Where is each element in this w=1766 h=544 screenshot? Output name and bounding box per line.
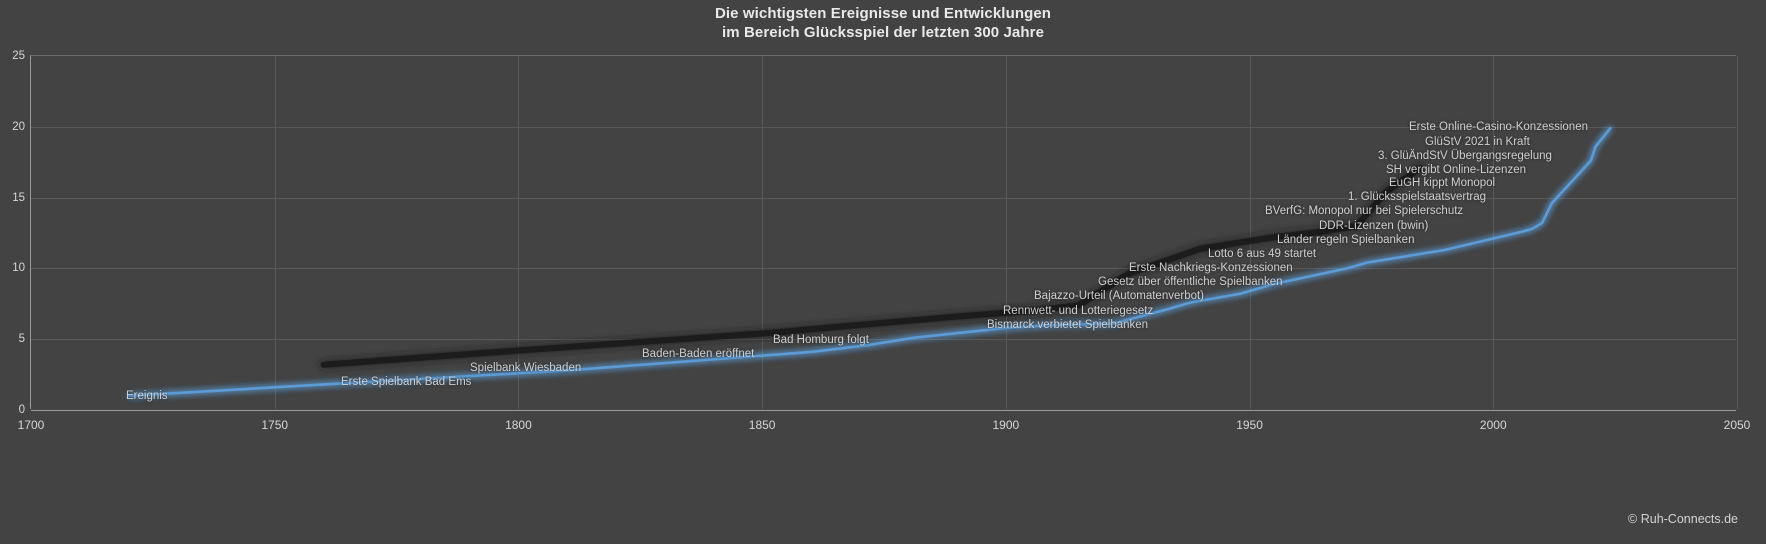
x-tick-label: 2050 [1723, 418, 1751, 432]
gridline-horizontal [31, 197, 1736, 199]
gridline-vertical [1737, 56, 1738, 409]
gridline-vertical [1005, 56, 1007, 409]
series-line-ereignis [127, 126, 1612, 398]
x-tick-label: 1700 [17, 418, 45, 432]
gridline-vertical [1249, 56, 1251, 409]
gridline-horizontal [31, 410, 1736, 411]
gridline-horizontal [31, 339, 1736, 341]
y-tick-label: 25 [12, 50, 25, 62]
y-tick-label: 15 [12, 191, 25, 204]
y-tick-label: 10 [12, 262, 25, 275]
x-tick-label: 1950 [1236, 418, 1263, 432]
x-tick-label: 1900 [992, 418, 1020, 432]
gridline-horizontal [31, 268, 1736, 270]
chart-title-line-1: Die wichtigsten Ereignisse und Entwicklu… [714, 5, 1052, 22]
y-tick-label: 20 [12, 120, 25, 133]
x-tick-label: 1800 [505, 418, 532, 432]
chart-title: Die wichtigsten Ereignisse und Entwicklu… [0, 4, 1766, 42]
y-tick-label: 5 [18, 333, 25, 346]
y-tick-label: 0 [18, 404, 25, 416]
series-lines [127, 126, 1612, 398]
gridline-horizontal [31, 126, 1736, 128]
x-tick-label: 1850 [748, 418, 776, 432]
copyright-credit: © Ruh-Connects.de [1628, 512, 1738, 526]
gridline-vertical [762, 56, 764, 409]
gridline-vertical [274, 56, 276, 409]
plot-area: 0 5 10 15 20 25 1700 1750 1800 1850 1900 1950 2000 2… [12, 50, 1750, 432]
x-tick-label: 2000 [1479, 418, 1507, 432]
gridline-vertical [1493, 56, 1495, 409]
x-tick-label: 1750 [261, 418, 289, 432]
series-line-entwicklung [320, 164, 1424, 368]
gridline-vertical [518, 56, 520, 409]
chart-title-line-2: im Bereich Glücksspiel der letzten 300 J… [721, 24, 1045, 41]
